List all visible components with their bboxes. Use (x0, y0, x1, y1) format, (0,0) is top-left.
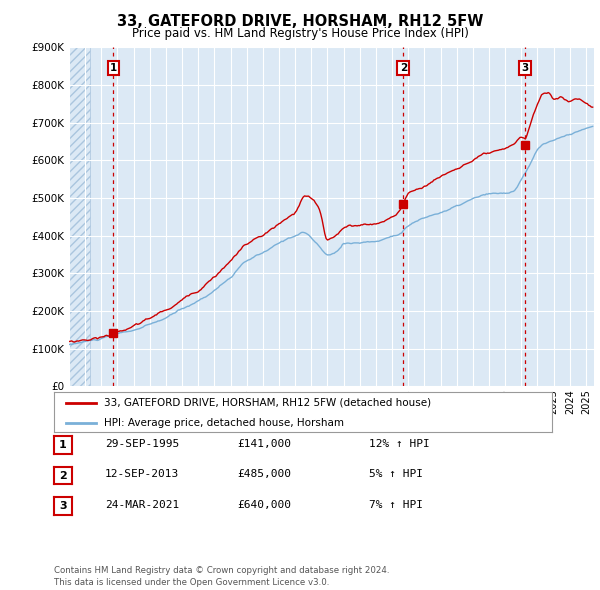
Text: 12% ↑ HPI: 12% ↑ HPI (369, 439, 430, 448)
Text: 29-SEP-1995: 29-SEP-1995 (105, 439, 179, 448)
Text: 5% ↑ HPI: 5% ↑ HPI (369, 470, 423, 479)
Text: 3: 3 (59, 502, 67, 511)
Text: 3: 3 (521, 63, 529, 73)
Text: Price paid vs. HM Land Registry's House Price Index (HPI): Price paid vs. HM Land Registry's House … (131, 27, 469, 40)
Text: Contains HM Land Registry data © Crown copyright and database right 2024.
This d: Contains HM Land Registry data © Crown c… (54, 566, 389, 587)
Polygon shape (69, 47, 90, 386)
Text: 24-MAR-2021: 24-MAR-2021 (105, 500, 179, 510)
Text: 1: 1 (110, 63, 117, 73)
Text: 7% ↑ HPI: 7% ↑ HPI (369, 500, 423, 510)
Text: £485,000: £485,000 (237, 470, 291, 479)
Text: 2: 2 (400, 63, 407, 73)
Text: 33, GATEFORD DRIVE, HORSHAM, RH12 5FW: 33, GATEFORD DRIVE, HORSHAM, RH12 5FW (117, 14, 483, 29)
Text: HPI: Average price, detached house, Horsham: HPI: Average price, detached house, Hors… (104, 418, 344, 428)
Text: 33, GATEFORD DRIVE, HORSHAM, RH12 5FW (detached house): 33, GATEFORD DRIVE, HORSHAM, RH12 5FW (d… (104, 398, 431, 408)
Text: 12-SEP-2013: 12-SEP-2013 (105, 470, 179, 479)
Text: 1: 1 (59, 440, 67, 450)
Text: £141,000: £141,000 (237, 439, 291, 448)
Text: 2: 2 (59, 471, 67, 480)
Text: £640,000: £640,000 (237, 500, 291, 510)
